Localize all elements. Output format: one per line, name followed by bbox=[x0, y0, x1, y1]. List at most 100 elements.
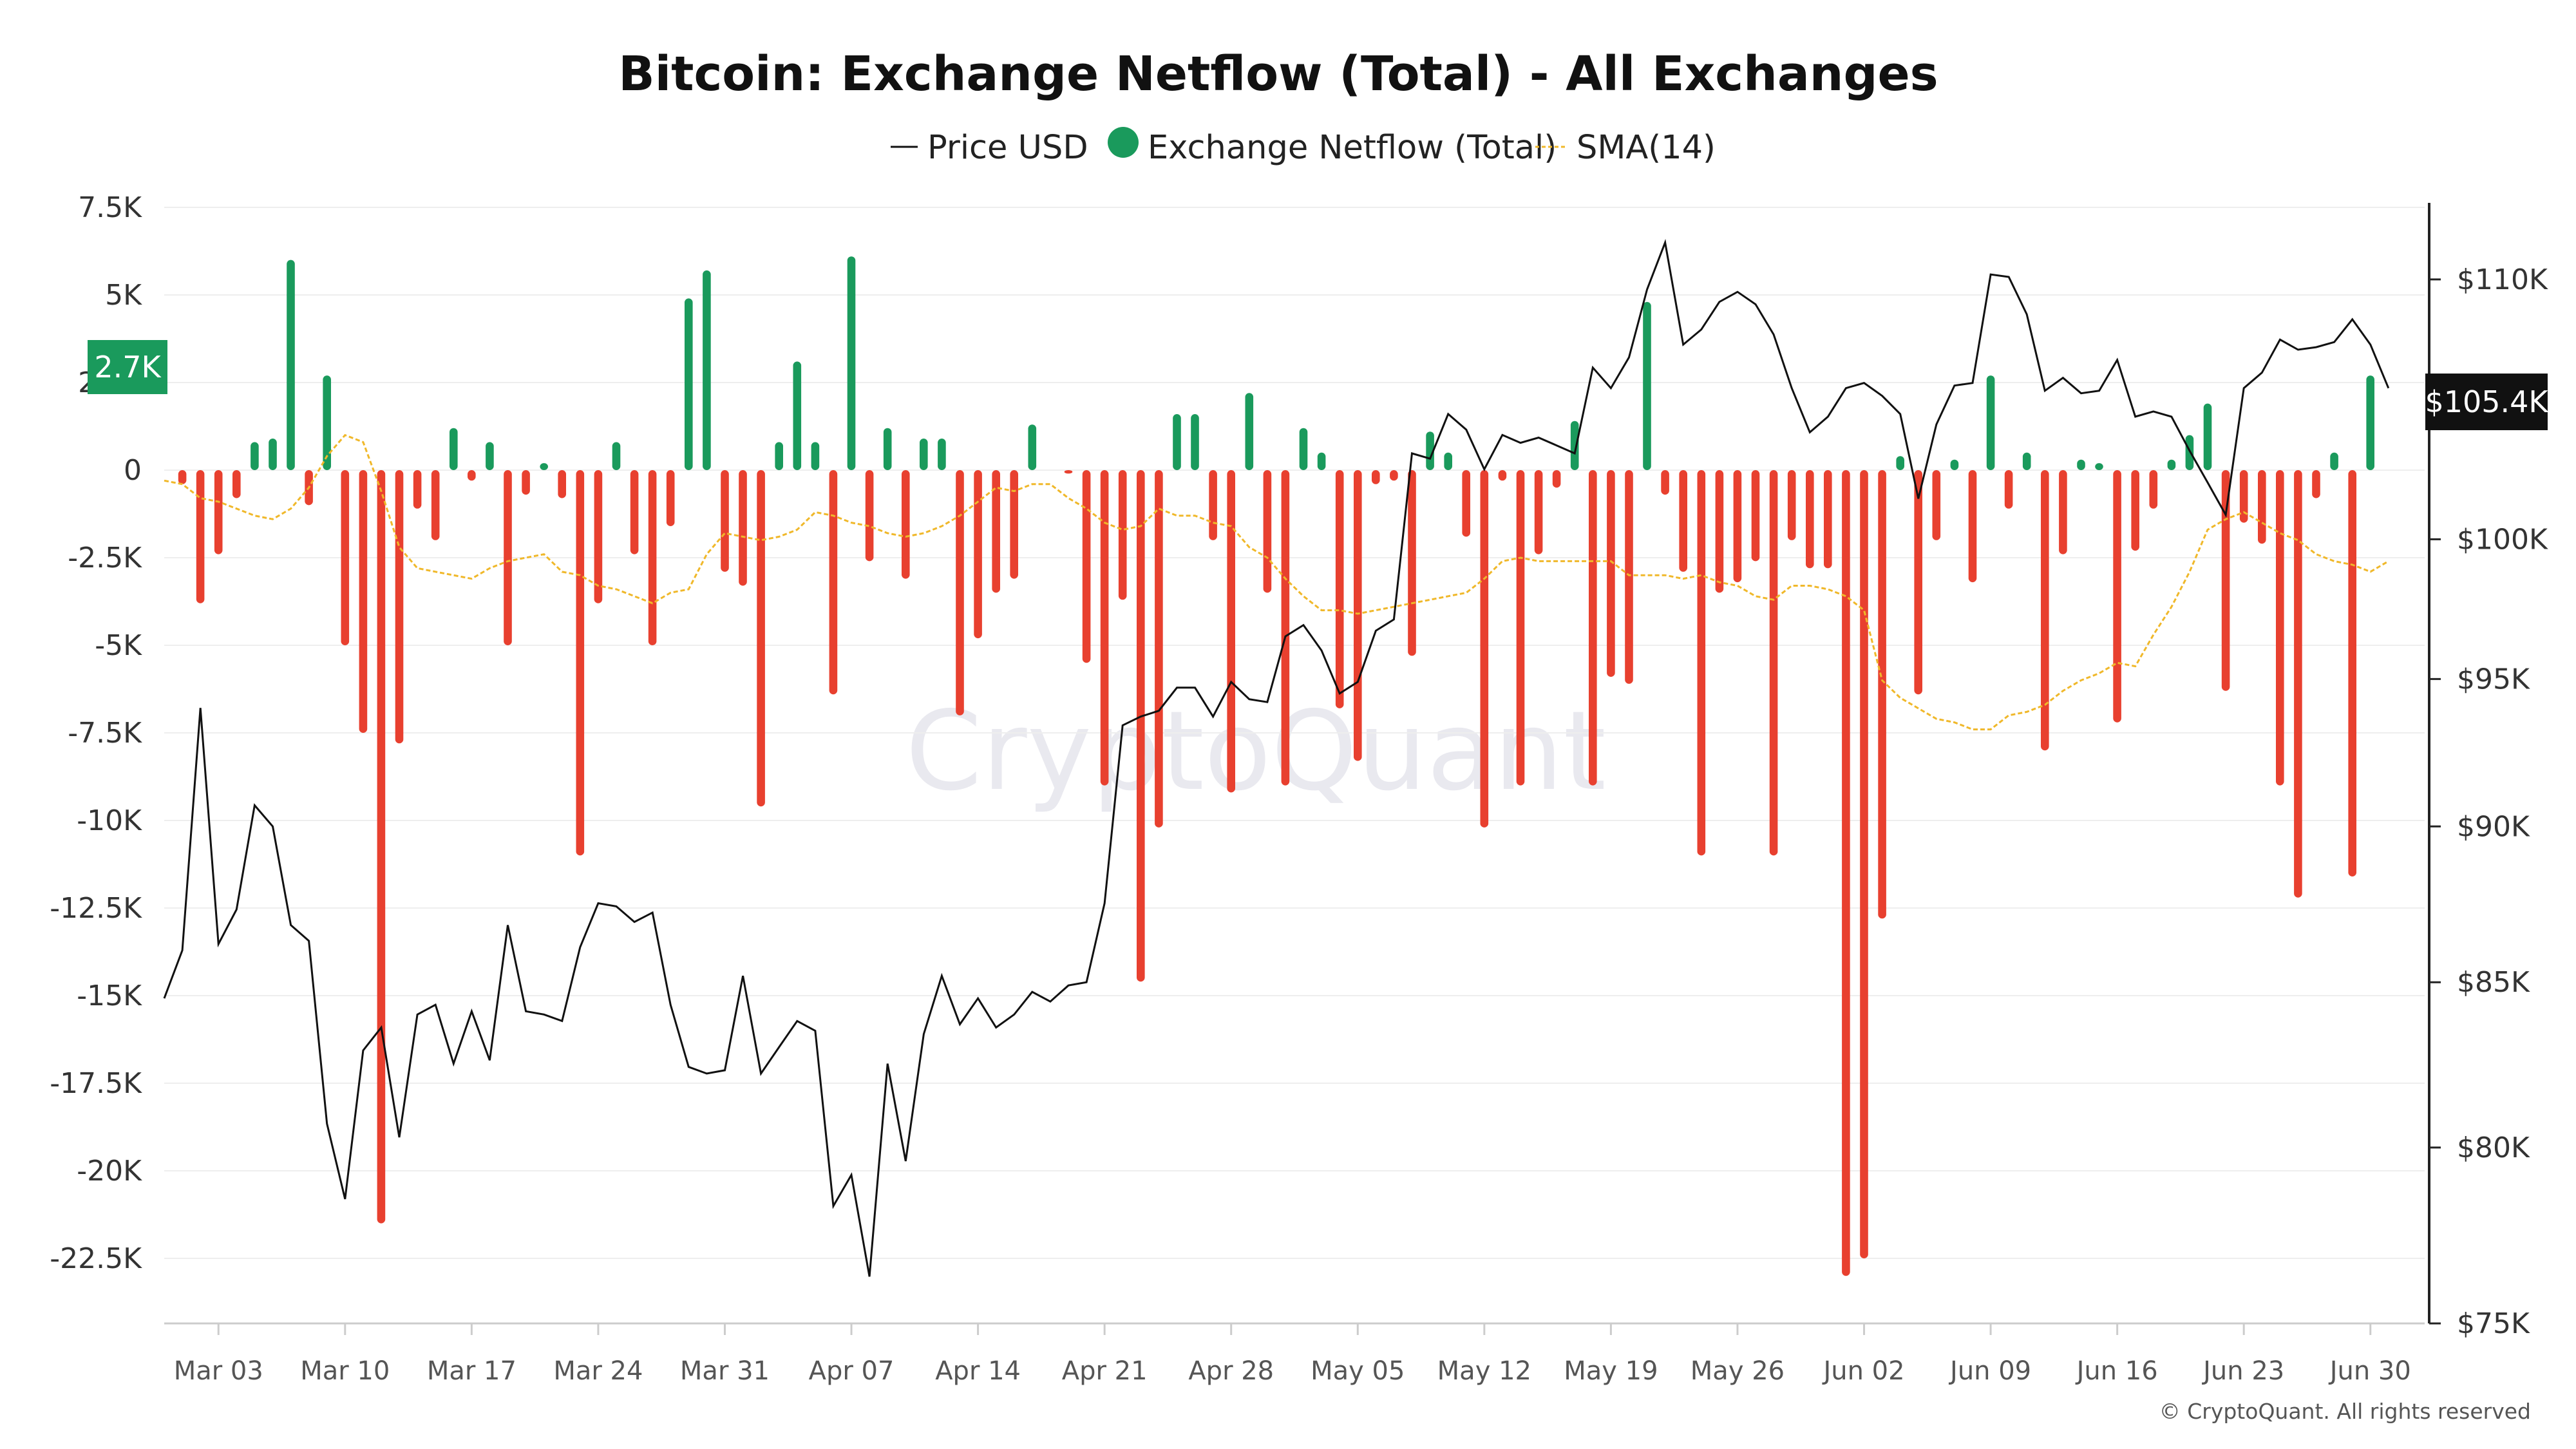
netflow-bar bbox=[648, 470, 657, 645]
netflow-bar bbox=[1480, 470, 1489, 828]
sma-line bbox=[164, 433, 2389, 731]
legend-sma-label: SMA(14) bbox=[1577, 129, 1716, 167]
right-tick-label: $95K bbox=[2457, 663, 2530, 696]
netflow-bar bbox=[1299, 428, 1308, 470]
netflow-bar bbox=[1317, 452, 1326, 470]
right-tick-label: $75K bbox=[2457, 1307, 2530, 1340]
x-tick-label: Mar 17 bbox=[427, 1356, 516, 1386]
netflow-bar bbox=[793, 361, 802, 470]
netflow-bar bbox=[703, 270, 711, 470]
netflow-bar bbox=[413, 470, 422, 509]
netflow-bar bbox=[2348, 470, 2356, 876]
netflow-bar bbox=[1462, 470, 1470, 537]
price-line bbox=[163, 239, 2390, 1277]
netflow-bar bbox=[1028, 424, 1037, 470]
netflow-bar bbox=[2312, 470, 2320, 498]
netflow-bar bbox=[1335, 470, 1344, 708]
x-tick-label: Jun 09 bbox=[1948, 1356, 2031, 1386]
netflow-bar bbox=[504, 470, 512, 645]
x-tick-label: Jun 16 bbox=[2075, 1356, 2158, 1386]
x-tick-label: Mar 10 bbox=[300, 1356, 390, 1386]
netflow-bar bbox=[811, 442, 820, 470]
netflow-bar bbox=[1824, 470, 1832, 569]
left-tick-label: -22.5K bbox=[50, 1242, 142, 1275]
netflow-bar bbox=[847, 256, 856, 470]
netflow-bar bbox=[2113, 470, 2121, 723]
netflow-bar bbox=[1769, 470, 1778, 856]
netflow-bar bbox=[1137, 470, 1145, 982]
left-tick-label: -10K bbox=[77, 804, 142, 837]
netflow-bar bbox=[775, 442, 783, 470]
netflow-bar bbox=[1679, 470, 1687, 572]
netflow-bar bbox=[1806, 470, 1814, 569]
left-tick-label: -12.5K bbox=[50, 892, 142, 925]
left-tick-label: -7.5K bbox=[68, 717, 142, 750]
netflow-bar bbox=[1534, 470, 1543, 554]
netflow-bar bbox=[1625, 470, 1633, 684]
x-tick-label: Apr 21 bbox=[1062, 1356, 1148, 1386]
netflow-bar bbox=[721, 470, 729, 572]
netflow-bar bbox=[612, 442, 621, 470]
netflow-bar bbox=[1082, 470, 1091, 663]
netflow-bar bbox=[1118, 470, 1127, 600]
netflow-bar bbox=[1390, 470, 1398, 481]
netflow-bar bbox=[196, 470, 205, 603]
netflow-bar bbox=[1227, 470, 1235, 793]
netflow-bar bbox=[1751, 470, 1760, 562]
netflow-bar bbox=[2276, 470, 2284, 786]
netflow-bar bbox=[1643, 301, 1651, 470]
x-tick-label: Mar 31 bbox=[680, 1356, 770, 1386]
current-netflow-value: 2.7K bbox=[94, 350, 162, 384]
x-tick-label: Jun 02 bbox=[1821, 1356, 1904, 1386]
netflow-bar bbox=[992, 470, 1000, 593]
netflow-bar bbox=[1281, 470, 1290, 786]
netflow-bar bbox=[2149, 470, 2158, 509]
current-netflow-badge: 2.7K bbox=[88, 340, 167, 394]
netflow-bar bbox=[1607, 470, 1615, 677]
x-tick-label: Apr 07 bbox=[809, 1356, 895, 1386]
copyright-text: © CryptoQuant. All rights reserved bbox=[2159, 1399, 2531, 1424]
left-tick-label: -15K bbox=[77, 980, 142, 1012]
right-tick-label: $100K bbox=[2457, 523, 2548, 556]
netflow-bar bbox=[974, 470, 982, 639]
netflow-bar bbox=[1245, 393, 1254, 470]
netflow-bar bbox=[1787, 470, 1796, 540]
netflow-bar bbox=[630, 470, 639, 554]
legend-price-label: Price USD bbox=[927, 129, 1088, 167]
netflow-bar bbox=[2059, 470, 2067, 554]
netflow-bar bbox=[359, 470, 368, 733]
netflow-bar bbox=[2258, 470, 2266, 544]
netflow-bar bbox=[865, 470, 874, 562]
netflow-bar bbox=[2004, 470, 2013, 509]
netflow-bar bbox=[1860, 470, 1868, 1258]
netflow-bar bbox=[1263, 470, 1272, 593]
netflow-bar bbox=[1426, 431, 1434, 470]
netflow-bar bbox=[1552, 470, 1561, 488]
right-tick-label: $90K bbox=[2457, 810, 2530, 843]
netflow-bar bbox=[757, 470, 765, 807]
netflow-bar bbox=[2203, 403, 2212, 470]
netflow-bar bbox=[1968, 470, 1977, 583]
current-price-badge: $105.4K bbox=[2425, 374, 2549, 430]
netflow-bar bbox=[1733, 470, 1742, 583]
netflow-bar bbox=[1878, 470, 1886, 919]
netflow-bar bbox=[2330, 452, 2338, 470]
netflow-bar bbox=[522, 470, 530, 495]
netflow-bar bbox=[1589, 470, 1597, 786]
x-tick-label: May 12 bbox=[1437, 1356, 1531, 1386]
right-tick-label: $110K bbox=[2457, 263, 2548, 296]
netflow-bar bbox=[1697, 470, 1706, 856]
netflow-bar bbox=[2022, 452, 2031, 470]
netflow-bar bbox=[2167, 459, 2176, 470]
netflow-bar bbox=[685, 298, 693, 470]
netflow-bar bbox=[666, 470, 675, 526]
netflow-bar bbox=[576, 470, 585, 856]
netflow-bar bbox=[956, 470, 964, 715]
netflow-bar bbox=[214, 470, 223, 554]
x-tick-label: May 05 bbox=[1311, 1356, 1405, 1386]
netflow-bar bbox=[1516, 470, 1525, 786]
netflow-bar bbox=[468, 470, 476, 481]
netflow-bar bbox=[540, 463, 548, 470]
